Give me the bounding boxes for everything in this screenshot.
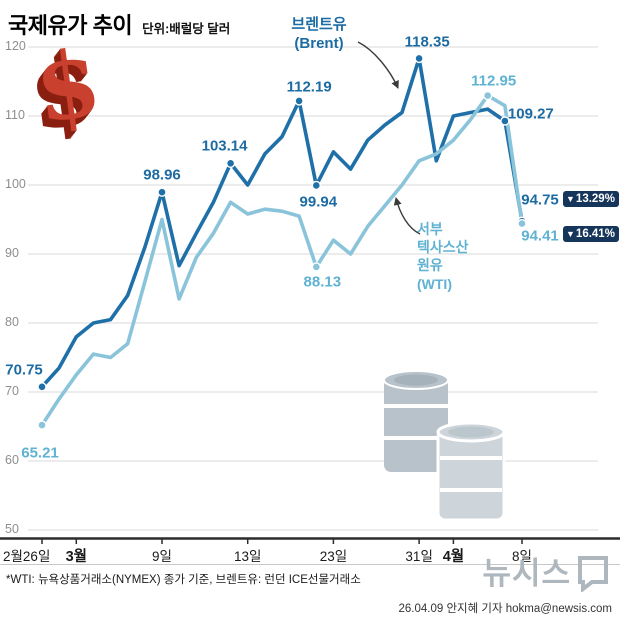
brent-pointer-arrow: [357, 41, 399, 89]
footer-divider: [0, 564, 620, 565]
oil-barrels-icon: [383, 370, 506, 522]
newsis-logo-text: 뉴시스: [482, 555, 571, 591]
down-arrow-icon: ▼: [566, 193, 575, 204]
change-badge-brent-value: 13.29%: [575, 193, 615, 205]
change-badge-wti-value: 16.41%: [575, 228, 615, 240]
speech-bubble-icon: [578, 556, 608, 592]
down-arrow-icon: ▼: [566, 228, 575, 239]
wti-pointer-arrow: [393, 197, 421, 235]
legend-brent: 브렌트유 (Brent): [291, 16, 347, 52]
chart-series: [37, 53, 527, 430]
change-badge-brent: ▼ 13.29%: [563, 191, 619, 207]
change-badge-wti: ▼ 16.41%: [563, 226, 619, 242]
dollar-icon: $: [28, 28, 108, 144]
legend-wti: 서부 텍사스산 원유 (WTI): [417, 221, 469, 292]
unit-label: 단위:배럴당 달러: [142, 22, 231, 36]
footnote: *WTI: 뉴욕상품거래소(NYMEX) 종가 기준, 브렌트유: 런던 ICE…: [6, 574, 361, 586]
newsis-logo: 뉴시스: [482, 554, 610, 592]
byline: 26.04.09 안지혜 기자 hokma@newsis.com: [398, 603, 612, 615]
header: 국제유가 추이 단위:배럴당 달러: [8, 8, 230, 40]
page-title: 국제유가 추이: [8, 13, 133, 38]
legend-arrows: [357, 41, 421, 235]
